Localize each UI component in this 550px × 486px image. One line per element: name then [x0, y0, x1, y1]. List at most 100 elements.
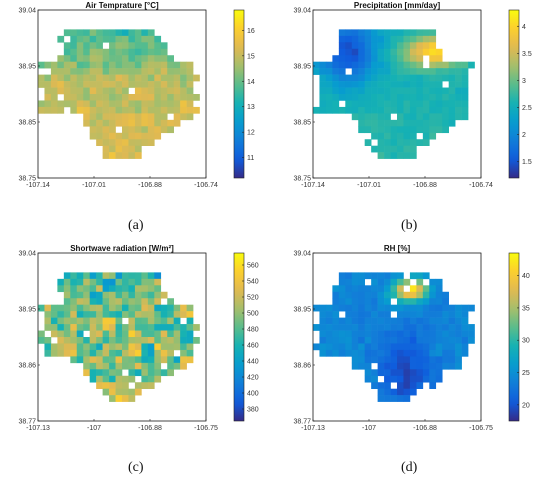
cell	[154, 35, 162, 43]
cell	[70, 100, 78, 108]
cell	[96, 68, 103, 75]
colorbar-tick-label: 25	[522, 370, 530, 377]
cell	[435, 298, 443, 305]
cell	[147, 304, 155, 312]
colorbar-tick-label: 420	[247, 375, 259, 382]
cell	[332, 291, 340, 299]
cell	[364, 55, 372, 62]
cell	[141, 304, 149, 312]
cell	[96, 113, 103, 121]
cell	[390, 330, 398, 338]
cell	[409, 285, 417, 293]
cell	[390, 106, 398, 114]
cell	[345, 337, 353, 344]
cell	[173, 119, 181, 127]
cell	[154, 68, 162, 75]
cell	[109, 388, 116, 396]
cell	[409, 291, 417, 299]
cell	[429, 74, 437, 82]
cell	[377, 81, 385, 88]
x-tick-label: -106.74	[194, 182, 218, 189]
cell	[416, 126, 424, 134]
cell	[384, 356, 391, 364]
cell	[409, 349, 417, 357]
cell	[358, 48, 365, 56]
cell	[429, 369, 437, 377]
cell	[44, 317, 52, 325]
cell	[154, 55, 162, 62]
cell	[384, 152, 391, 159]
cell	[160, 106, 168, 114]
cell	[70, 349, 78, 357]
cell	[102, 278, 110, 286]
cell	[429, 119, 437, 127]
cell	[455, 330, 462, 338]
cell	[167, 106, 174, 114]
cell	[332, 55, 340, 62]
cell	[403, 132, 411, 140]
cell	[89, 285, 97, 293]
cell	[397, 113, 404, 121]
cell	[167, 94, 174, 101]
cell	[57, 349, 65, 357]
cell	[377, 61, 385, 69]
cell	[351, 29, 359, 37]
colorbar-tick-label: 380	[247, 407, 259, 414]
cell	[89, 317, 97, 325]
cell	[364, 42, 372, 50]
cell	[429, 298, 437, 305]
cell	[461, 94, 469, 101]
cell	[403, 317, 411, 325]
cell	[63, 42, 71, 50]
cell	[109, 272, 116, 280]
cell	[364, 139, 372, 146]
cell	[358, 278, 365, 286]
cell	[102, 145, 110, 153]
cell	[83, 29, 90, 37]
cell	[351, 349, 359, 357]
cell	[109, 375, 116, 383]
cell	[141, 35, 149, 43]
cell	[109, 395, 116, 402]
cell	[141, 42, 149, 50]
cell	[377, 356, 385, 364]
cell	[416, 369, 424, 377]
cell	[109, 343, 116, 351]
cell	[358, 330, 365, 338]
cell	[63, 330, 71, 338]
cell	[154, 126, 162, 134]
cell	[358, 87, 365, 95]
cell	[390, 55, 398, 62]
cell	[89, 324, 97, 331]
cell	[397, 119, 404, 127]
cell	[371, 375, 378, 383]
cell	[371, 317, 378, 325]
cell	[180, 343, 187, 351]
cell	[461, 330, 469, 338]
cell	[345, 100, 353, 108]
cell	[338, 272, 346, 280]
cell	[371, 48, 378, 56]
cell	[147, 42, 155, 50]
cell	[102, 369, 110, 377]
cell	[397, 42, 404, 50]
cell	[332, 106, 340, 114]
cell	[429, 126, 437, 134]
cell	[89, 362, 97, 370]
cell	[345, 285, 353, 293]
cell	[403, 388, 411, 396]
cell	[96, 311, 103, 318]
cell	[102, 68, 110, 75]
x-tick-label: -106.74	[469, 182, 493, 189]
cell	[409, 369, 417, 377]
cell	[102, 349, 110, 357]
cell	[358, 68, 365, 75]
cell	[122, 304, 129, 312]
cell	[409, 68, 417, 75]
cell	[147, 337, 155, 344]
cell	[122, 55, 129, 62]
cell	[435, 48, 443, 56]
cell	[134, 119, 142, 127]
cell	[160, 55, 168, 62]
cell	[70, 343, 78, 351]
